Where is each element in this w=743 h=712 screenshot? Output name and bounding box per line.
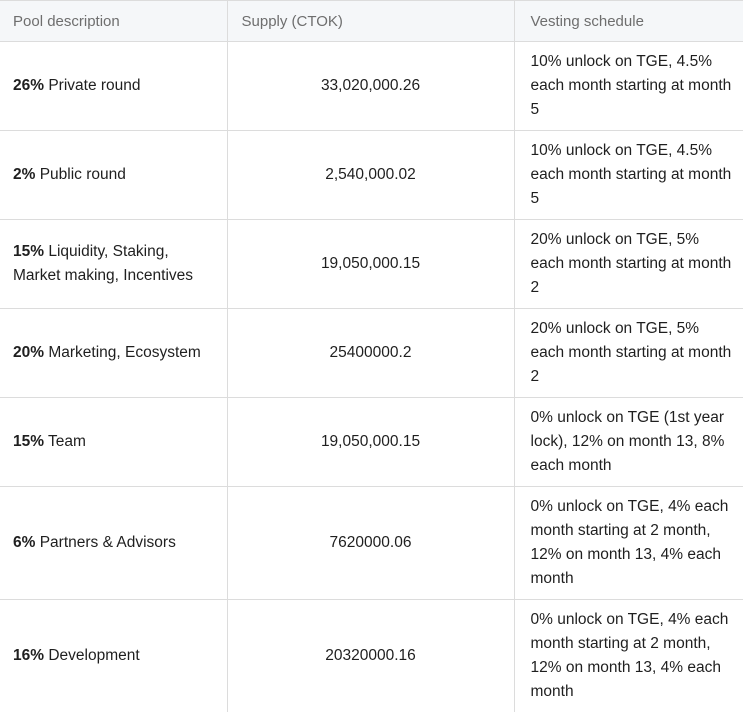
pool-percent: 20% — [13, 344, 45, 361]
pool-description-cell: 15% Liquidity, Staking, Market making, I… — [0, 219, 228, 309]
pool-label: Marketing, Ecosystem — [44, 344, 201, 361]
vesting-cell: 10% unlock on TGE, 4.5% each month start… — [514, 130, 743, 220]
vesting-cell: 20% unlock on TGE, 5% each month startin… — [514, 219, 743, 309]
pool-percent: 15% — [13, 243, 45, 260]
supply-cell: 33,020,000.26 — [227, 41, 515, 131]
supply-cell: 25400000.2 — [227, 308, 515, 398]
vesting-cell: 0% unlock on TGE, 4% each month starting… — [514, 486, 743, 600]
pool-percent: 6% — [13, 534, 36, 551]
supply-cell: 2,540,000.02 — [227, 130, 515, 220]
pool-percent: 26% — [13, 77, 45, 94]
table-row: 15% Liquidity, Staking, Market making, I… — [0, 219, 743, 309]
table-row: 20% Marketing, Ecosystem 25400000.2 20% … — [0, 308, 743, 398]
vesting-cell: 10% unlock on TGE, 4.5% each month start… — [514, 41, 743, 131]
header-supply: Supply (CTOK) — [227, 0, 515, 42]
supply-cell: 20320000.16 — [227, 599, 515, 712]
pool-description-cell: 26% Private round — [0, 41, 228, 131]
pool-label: Team — [44, 433, 86, 450]
pool-percent: 2% — [13, 166, 36, 183]
table-row: 6% Partners & Advisors 7620000.06 0% unl… — [0, 486, 743, 600]
pool-description-cell: 6% Partners & Advisors — [0, 486, 228, 600]
header-pool-description: Pool description — [0, 0, 228, 42]
table-row: 16% Development 20320000.16 0% unlock on… — [0, 599, 743, 712]
vesting-cell: 0% unlock on TGE (1st year lock), 12% on… — [514, 397, 743, 487]
pool-percent: 16% — [13, 646, 45, 664]
pool-label: Private round — [44, 77, 141, 94]
table-header: Pool description Supply (CTOK) Vesting s… — [0, 0, 743, 42]
pool-label: Liquidity, Staking, Market making, Incen… — [13, 243, 194, 284]
table-row: 26% Private round 33,020,000.26 10% unlo… — [0, 41, 743, 131]
header-row: Pool description Supply (CTOK) Vesting s… — [0, 0, 743, 42]
pool-description-cell: 15% Team — [0, 397, 228, 487]
pool-description-cell: 16% Development — [0, 599, 228, 712]
table-row: 15% Team 19,050,000.15 0% unlock on TGE … — [0, 397, 743, 487]
pool-description-cell: 2% Public round — [0, 130, 228, 220]
pool-percent: 15% — [13, 433, 45, 450]
supply-cell: 7620000.06 — [227, 486, 515, 600]
table-row: 2% Public round 2,540,000.02 10% unlock … — [0, 130, 743, 220]
pool-description-cell: 20% Marketing, Ecosystem — [0, 308, 228, 398]
supply-cell: 19,050,000.15 — [227, 397, 515, 487]
header-vesting-schedule: Vesting schedule — [514, 0, 743, 42]
supply-cell: 19,050,000.15 — [227, 219, 515, 309]
pool-label: Public round — [35, 166, 126, 183]
vesting-cell: 0% unlock on TGE, 4% each month starting… — [514, 599, 743, 712]
pool-label: Development — [44, 646, 140, 664]
pool-label: Partners & Advisors — [35, 534, 176, 551]
table-body: 26% Private round 33,020,000.26 10% unlo… — [0, 41, 743, 712]
vesting-cell: 20% unlock on TGE, 5% each month startin… — [514, 308, 743, 398]
